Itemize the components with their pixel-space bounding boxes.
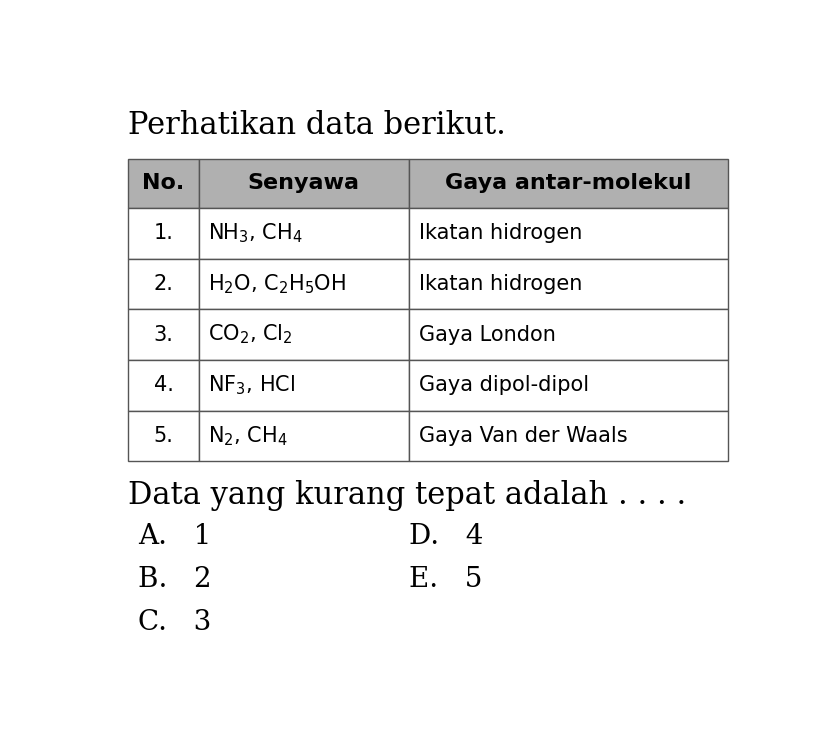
Text: NH$_3$, CH$_4$: NH$_3$, CH$_4$ — [208, 221, 303, 245]
Text: Ikatan hidrogen: Ikatan hidrogen — [419, 223, 582, 243]
Text: Perhatikan data berikut.: Perhatikan data berikut. — [128, 110, 506, 141]
Bar — [409, 309, 728, 360]
Bar — [128, 309, 198, 360]
Text: 3.: 3. — [154, 325, 174, 345]
Text: 1.: 1. — [154, 223, 174, 243]
Text: A.   1: A. 1 — [138, 523, 212, 550]
Bar — [128, 411, 198, 462]
Text: Ikatan hidrogen: Ikatan hidrogen — [419, 274, 582, 294]
Bar — [198, 208, 409, 259]
Text: No.: No. — [142, 174, 184, 193]
Text: Gaya London: Gaya London — [419, 325, 556, 345]
Text: 5.: 5. — [154, 426, 174, 446]
Text: CO$_2$, Cl$_2$: CO$_2$, Cl$_2$ — [208, 322, 293, 346]
Text: E.   5: E. 5 — [409, 566, 482, 593]
Bar — [128, 259, 198, 309]
Text: Gaya Van der Waals: Gaya Van der Waals — [419, 426, 627, 446]
Bar — [198, 159, 409, 208]
Text: 4.: 4. — [154, 375, 174, 395]
Bar — [409, 208, 728, 259]
Bar — [198, 411, 409, 462]
Bar — [128, 360, 198, 411]
Text: Senyawa: Senyawa — [248, 174, 360, 193]
Text: NF$_3$, HCl: NF$_3$, HCl — [208, 373, 295, 397]
Bar — [198, 259, 409, 309]
Text: C.   3: C. 3 — [138, 610, 212, 637]
Bar — [198, 360, 409, 411]
Text: Gaya dipol-dipol: Gaya dipol-dipol — [419, 375, 588, 395]
Bar — [409, 259, 728, 309]
Bar — [409, 411, 728, 462]
Text: D.   4: D. 4 — [409, 523, 483, 550]
Text: N$_2$, CH$_4$: N$_2$, CH$_4$ — [208, 424, 288, 448]
Text: B.   2: B. 2 — [138, 566, 212, 593]
Bar — [409, 159, 728, 208]
Bar — [409, 360, 728, 411]
Bar — [128, 159, 198, 208]
Bar — [128, 208, 198, 259]
Text: 2.: 2. — [154, 274, 174, 294]
Bar — [198, 309, 409, 360]
Text: Gaya antar-molekul: Gaya antar-molekul — [445, 174, 691, 193]
Text: Data yang kurang tepat adalah . . . .: Data yang kurang tepat adalah . . . . — [128, 479, 686, 511]
Text: H$_2$O, C$_2$H$_5$OH: H$_2$O, C$_2$H$_5$OH — [208, 272, 346, 295]
